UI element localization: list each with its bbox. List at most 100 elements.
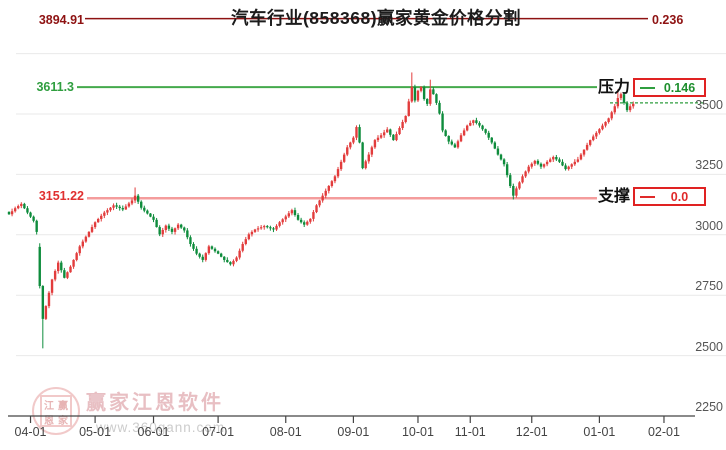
candle-body xyxy=(263,226,266,228)
candle-body xyxy=(7,211,11,215)
candle-body xyxy=(582,149,586,155)
candle-body xyxy=(533,160,537,164)
candle-body xyxy=(100,215,103,220)
candle-body xyxy=(161,229,164,235)
y-axis-label: 3500 xyxy=(695,98,723,112)
candle-body xyxy=(213,248,217,252)
x-axis-label: 01-01 xyxy=(583,425,616,439)
candle-body xyxy=(592,136,595,141)
candle-body xyxy=(349,142,352,148)
candle-body xyxy=(312,212,315,219)
candle-body xyxy=(53,271,57,280)
candle-body xyxy=(112,205,115,208)
pressure-line-sample xyxy=(640,86,655,89)
watermark-seal-characters: 江 赢 恩 家 xyxy=(40,395,72,427)
candle-body xyxy=(505,164,509,176)
candle-body xyxy=(438,102,441,114)
watermark-url-text: www.360gann.com xyxy=(96,420,226,435)
candle-body xyxy=(75,253,78,260)
candle-body xyxy=(607,118,610,122)
candle-body xyxy=(610,112,613,119)
support-level-value-label: 3151.22 xyxy=(38,189,84,203)
x-axis-label: 08-01 xyxy=(269,425,302,439)
candle-body xyxy=(133,195,137,201)
candle-body xyxy=(60,262,63,271)
candle-body xyxy=(244,239,247,244)
candle-body xyxy=(146,210,149,214)
candle-body xyxy=(622,94,626,103)
candle-body xyxy=(287,213,291,217)
candle-body xyxy=(23,203,26,209)
candle-body xyxy=(87,231,91,237)
candle-body xyxy=(521,176,524,183)
candle-body xyxy=(339,161,343,170)
x-axis-label: 02-01 xyxy=(647,425,680,439)
candle-body xyxy=(93,222,97,228)
candle-body xyxy=(604,121,607,126)
candle-body xyxy=(327,185,330,191)
candle-body xyxy=(57,262,60,272)
candle-body xyxy=(518,182,521,189)
candle-body xyxy=(250,231,254,235)
candle-body xyxy=(484,129,487,133)
watermark-seal-logo: 江 赢 恩 家 xyxy=(32,387,80,435)
candle-body xyxy=(346,147,349,155)
candle-body xyxy=(632,103,635,107)
candle-body xyxy=(189,237,192,244)
x-axis-label: 07-01 xyxy=(202,425,235,439)
candle-body xyxy=(419,86,423,91)
candle-body xyxy=(259,227,263,229)
candle-body xyxy=(50,279,54,293)
candle-body xyxy=(555,157,558,160)
candle-body xyxy=(527,166,530,172)
candle-body xyxy=(140,201,143,208)
candle-body xyxy=(47,292,51,307)
candle-body xyxy=(595,132,598,137)
candle-body xyxy=(382,132,386,136)
candle-body xyxy=(253,229,257,232)
candle-body xyxy=(370,147,374,155)
chart-title: 汽车行业(858368)赢家黄金价格分割 xyxy=(230,8,522,28)
candle-body xyxy=(459,135,463,142)
support-ratio-value: 0.0 xyxy=(670,189,689,204)
candle-body xyxy=(625,102,629,111)
candle-body xyxy=(373,140,377,148)
candle-body xyxy=(109,207,112,211)
candle-body xyxy=(90,227,94,232)
candle-body xyxy=(275,225,278,230)
candle-body xyxy=(219,253,223,257)
candle-body xyxy=(392,134,395,141)
candle-body xyxy=(478,122,481,126)
candle-body xyxy=(293,210,297,215)
candle-body xyxy=(493,142,497,149)
candle-body xyxy=(401,121,404,129)
upper-level-ratio-label: 0.236 xyxy=(652,13,684,27)
candle-body xyxy=(613,106,616,113)
candle-body xyxy=(281,219,284,223)
candle-body xyxy=(66,272,69,278)
y-axis-label: 2250 xyxy=(695,400,723,414)
candle-body xyxy=(413,86,417,101)
candle-body xyxy=(601,125,604,130)
candle-body xyxy=(198,253,201,257)
candle-body xyxy=(35,220,38,232)
candle-body xyxy=(361,142,364,169)
candle-body xyxy=(158,227,161,235)
candle-body xyxy=(183,227,186,231)
candle-body xyxy=(389,129,392,135)
candle-body xyxy=(152,216,155,220)
candle-body xyxy=(121,208,124,210)
x-axis-label: 10-01 xyxy=(401,425,434,439)
candle-body xyxy=(619,94,623,99)
candle-body xyxy=(299,219,303,223)
candle-body xyxy=(598,129,601,133)
candle-body xyxy=(512,185,515,196)
candle-body xyxy=(367,154,370,162)
candle-body xyxy=(358,127,361,143)
candle-body xyxy=(549,159,552,162)
candle-body xyxy=(576,159,580,162)
pressure-ratio-value: 0.146 xyxy=(663,80,696,95)
candle-body xyxy=(342,154,346,162)
